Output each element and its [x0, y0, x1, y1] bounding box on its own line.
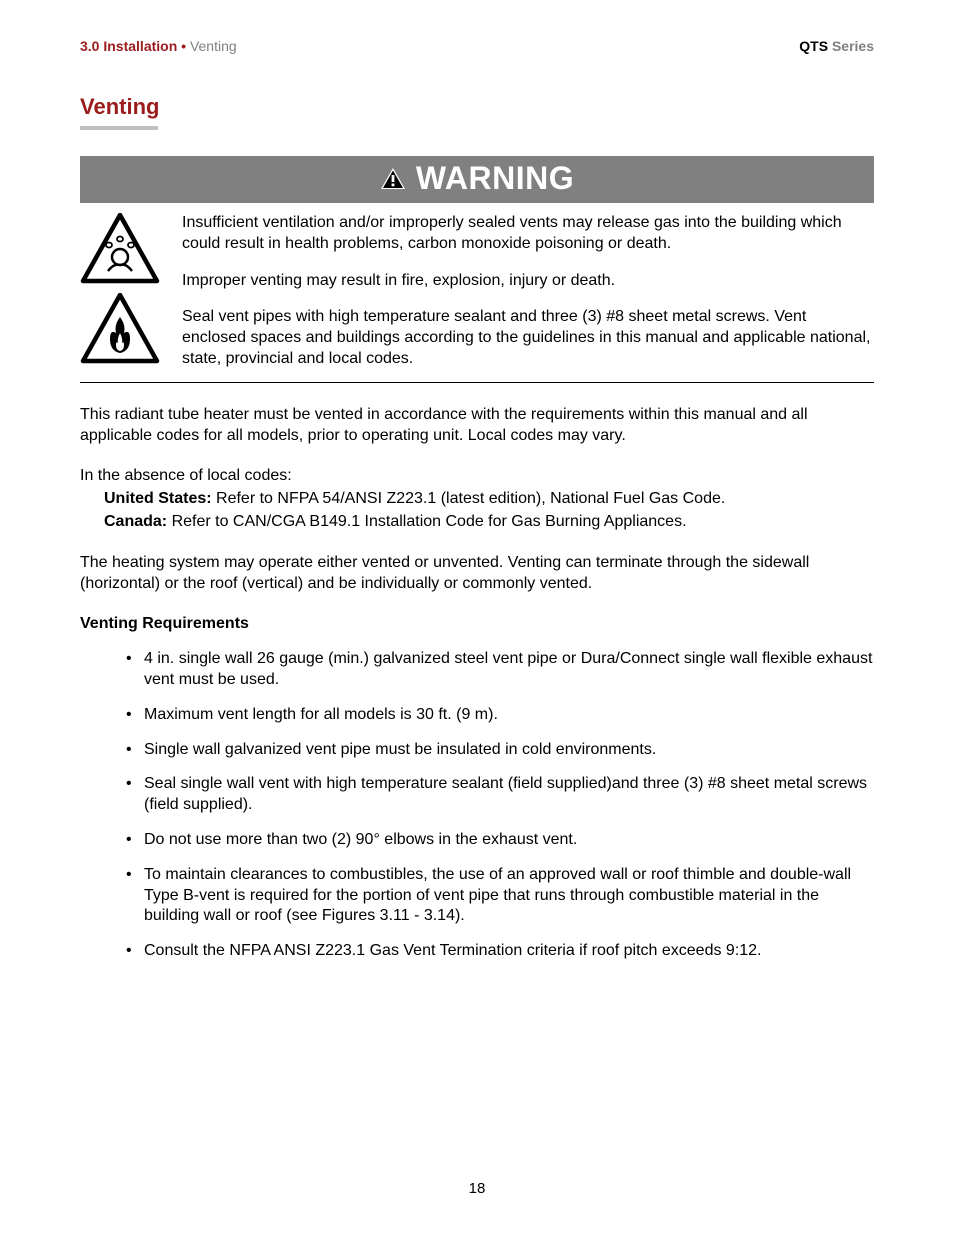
warning-title: WARNING [416, 160, 574, 197]
warning-para-2: Improper venting may result in fire, exp… [182, 271, 874, 292]
requirement-item: Single wall galvanized vent pipe must be… [130, 740, 874, 761]
warning-text: Insufficient ventilation and/or improper… [182, 213, 874, 370]
ca-text: Refer to CAN/CGA B149.1 Installation Cod… [167, 513, 686, 530]
intro-paragraph: This radiant tube heater must be vented … [80, 405, 874, 447]
body-content: This radiant tube heater must be vented … [80, 405, 874, 962]
header-subsection: Venting [190, 38, 237, 54]
requirement-item: Maximum vent length for all models is 30… [130, 705, 874, 726]
operation-paragraph: The heating system may operate either ve… [80, 553, 874, 595]
header-series: QTS Series [799, 38, 874, 54]
series-word: Series [832, 38, 874, 54]
us-text: Refer to NFPA 54/ANSI Z223.1 (latest edi… [212, 490, 726, 507]
warning-para-1: Insufficient ventilation and/or improper… [182, 213, 874, 255]
absence-lead: In the absence of local codes: [80, 466, 874, 487]
requirement-item: 4 in. single wall 26 gauge (min.) galvan… [130, 649, 874, 691]
header-bullet: • [181, 38, 186, 54]
section-heading: Venting [80, 94, 874, 120]
requirement-item: Consult the NFPA ANSI Z223.1 Gas Vent Te… [130, 941, 874, 962]
page-header: 3.0 Installation • Venting QTS Series [80, 38, 874, 54]
requirement-item: Seal single wall vent with high temperat… [130, 774, 874, 816]
code-references: United States: Refer to NFPA 54/ANSI Z22… [104, 489, 874, 533]
page-number: 18 [0, 1180, 954, 1197]
header-section-label: Installation [103, 38, 177, 54]
requirements-heading: Venting Requirements [80, 614, 874, 635]
requirement-item: Do not use more than two (2) 90° elbows … [130, 830, 874, 851]
requirement-item: To maintain clearances to combustibles, … [130, 865, 874, 927]
warning-icons-column [80, 213, 160, 370]
inhalation-hazard-icon [80, 213, 160, 285]
heading-underline [80, 126, 158, 130]
alert-triangle-icon [380, 167, 406, 191]
fire-hazard-icon [80, 293, 160, 365]
ca-code-line: Canada: Refer to CAN/CGA B149.1 Installa… [104, 512, 874, 533]
series-brand: QTS [799, 38, 828, 54]
ca-label: Canada: [104, 513, 167, 530]
requirements-list: 4 in. single wall 26 gauge (min.) galvan… [80, 649, 874, 962]
header-left: 3.0 Installation • Venting [80, 38, 237, 54]
warning-banner: WARNING [80, 156, 874, 203]
warning-body: Insufficient ventilation and/or improper… [80, 213, 874, 383]
warning-para-3: Seal vent pipes with high temperature se… [182, 307, 874, 369]
header-section-num: 3.0 [80, 38, 99, 54]
us-code-line: United States: Refer to NFPA 54/ANSI Z22… [104, 489, 874, 510]
us-label: United States: [104, 490, 212, 507]
